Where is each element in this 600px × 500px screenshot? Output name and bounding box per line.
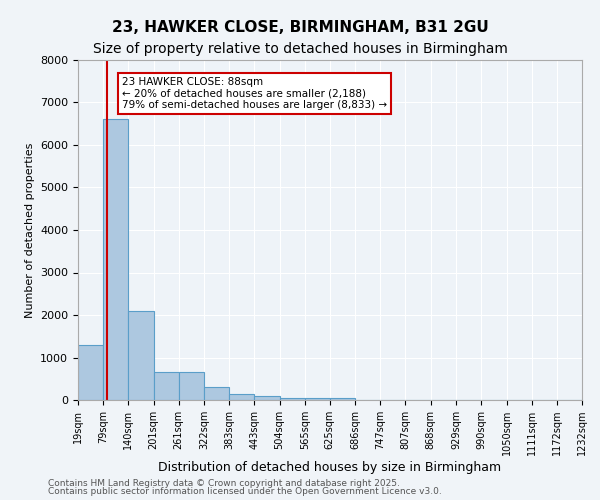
- Bar: [154, 372, 179, 400]
- Text: Size of property relative to detached houses in Birmingham: Size of property relative to detached ho…: [92, 42, 508, 56]
- Bar: [103, 120, 128, 400]
- Text: 23 HAWKER CLOSE: 88sqm
← 20% of detached houses are smaller (2,188)
79% of semi-: 23 HAWKER CLOSE: 88sqm ← 20% of detached…: [122, 77, 387, 110]
- Bar: [280, 398, 305, 400]
- Text: 23, HAWKER CLOSE, BIRMINGHAM, B31 2GU: 23, HAWKER CLOSE, BIRMINGHAM, B31 2GU: [112, 20, 488, 35]
- Bar: [128, 310, 154, 400]
- Text: Contains public sector information licensed under the Open Government Licence v3: Contains public sector information licen…: [48, 487, 442, 496]
- Bar: [305, 398, 330, 400]
- Bar: [330, 398, 355, 400]
- Bar: [179, 372, 204, 400]
- X-axis label: Distribution of detached houses by size in Birmingham: Distribution of detached houses by size …: [158, 461, 502, 474]
- Bar: [254, 396, 280, 400]
- Y-axis label: Number of detached properties: Number of detached properties: [25, 142, 35, 318]
- Bar: [229, 394, 254, 400]
- Text: Contains HM Land Registry data © Crown copyright and database right 2025.: Contains HM Land Registry data © Crown c…: [48, 478, 400, 488]
- Bar: [204, 387, 229, 400]
- Bar: [78, 345, 103, 400]
